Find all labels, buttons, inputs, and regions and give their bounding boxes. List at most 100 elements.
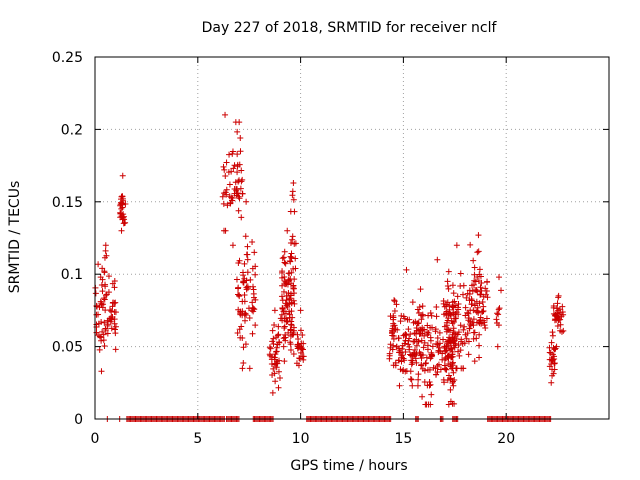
data-point — [557, 309, 564, 316]
data-point — [278, 269, 285, 276]
data-point — [465, 351, 472, 358]
data-point — [455, 301, 462, 308]
data-point — [413, 342, 420, 349]
data-point — [550, 310, 557, 317]
data-point — [118, 201, 125, 208]
data-point — [112, 346, 119, 353]
data-point — [420, 344, 427, 351]
data-point — [234, 128, 241, 135]
data-point — [433, 371, 440, 378]
data-point — [400, 332, 407, 339]
data-point — [99, 288, 106, 295]
data-point — [434, 256, 441, 263]
data-point — [109, 280, 116, 287]
x-tick-label: 5 — [193, 431, 202, 447]
data-point — [466, 297, 473, 304]
data-point — [415, 371, 422, 378]
data-point — [279, 255, 286, 262]
data-point — [450, 340, 457, 347]
data-point — [275, 323, 282, 330]
data-point — [226, 151, 233, 158]
data-point — [449, 282, 456, 289]
data-point — [221, 227, 228, 234]
data-point — [95, 311, 102, 318]
data-point — [444, 317, 451, 324]
data-point — [494, 320, 500, 327]
data-point — [282, 331, 289, 338]
data-point — [447, 398, 454, 405]
data-point — [229, 197, 236, 204]
data-point — [298, 340, 305, 347]
data-point — [246, 365, 253, 372]
data-point — [416, 303, 423, 310]
data-point — [97, 274, 104, 281]
data-point — [109, 313, 116, 320]
data-point — [473, 335, 480, 342]
data-point — [451, 298, 458, 305]
data-point — [237, 134, 244, 141]
data-point — [426, 366, 433, 373]
y-tick-label: 0.1 — [61, 267, 83, 283]
data-point — [119, 204, 126, 211]
data-point — [243, 198, 250, 205]
data-point — [408, 376, 415, 383]
data-point — [417, 286, 424, 293]
data-points — [92, 111, 567, 422]
data-point — [387, 341, 394, 348]
data-point — [476, 331, 483, 338]
data-point — [242, 341, 249, 348]
data-point — [247, 276, 254, 283]
data-point — [236, 326, 243, 333]
data-point — [560, 327, 567, 334]
data-point — [119, 172, 126, 179]
data-point — [289, 314, 296, 321]
data-point — [249, 330, 256, 337]
data-point — [424, 329, 431, 336]
data-point — [283, 302, 290, 309]
data-point — [271, 370, 278, 377]
data-point — [396, 349, 403, 356]
data-point — [240, 344, 247, 351]
data-point — [445, 285, 452, 292]
data-point — [287, 295, 294, 302]
chart-title: Day 227 of 2018, SRMTID for receiver ncl… — [202, 20, 498, 36]
data-point — [448, 365, 455, 372]
data-point — [243, 284, 250, 291]
data-point — [287, 326, 294, 333]
data-point — [108, 308, 115, 315]
data-point — [395, 335, 402, 342]
data-point — [476, 319, 483, 326]
data-point — [280, 254, 287, 261]
data-point — [285, 276, 292, 283]
data-point — [392, 326, 399, 333]
data-point — [233, 186, 240, 193]
data-point — [391, 297, 398, 304]
data-point — [477, 284, 484, 291]
data-point — [281, 274, 288, 281]
data-point — [471, 300, 478, 307]
data-point — [432, 326, 439, 333]
data-point — [239, 308, 246, 315]
data-point — [441, 323, 448, 330]
data-point — [95, 320, 102, 327]
data-point — [427, 337, 434, 344]
data-point — [281, 325, 288, 332]
data-point — [111, 320, 118, 327]
data-point — [273, 358, 280, 365]
y-tick-label: 0.25 — [52, 50, 83, 66]
data-point — [220, 200, 227, 207]
data-point — [427, 401, 434, 408]
data-point — [119, 193, 126, 200]
data-point — [282, 260, 289, 267]
data-point — [482, 324, 489, 331]
data-point — [251, 249, 258, 256]
data-point — [105, 289, 112, 296]
data-point — [252, 322, 259, 329]
data-point — [241, 317, 248, 324]
data-point — [453, 242, 460, 249]
data-point — [120, 197, 127, 204]
data-point — [479, 298, 486, 305]
data-point — [550, 303, 557, 310]
data-point — [449, 334, 456, 341]
data-point — [555, 292, 562, 299]
